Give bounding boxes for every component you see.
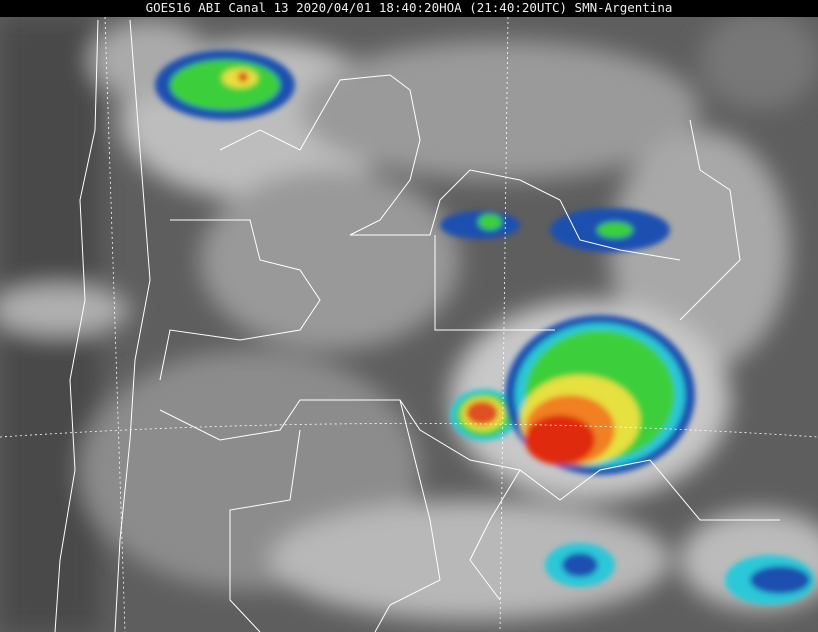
image-title: GOES16 ABI Canal 13 2020/04/01 18:40:20H… [0,0,818,17]
cloud-layer [0,17,818,632]
graticule [0,17,818,632]
storm-cells [155,50,815,605]
political-borders [54,19,780,632]
satellite-map [0,17,818,632]
